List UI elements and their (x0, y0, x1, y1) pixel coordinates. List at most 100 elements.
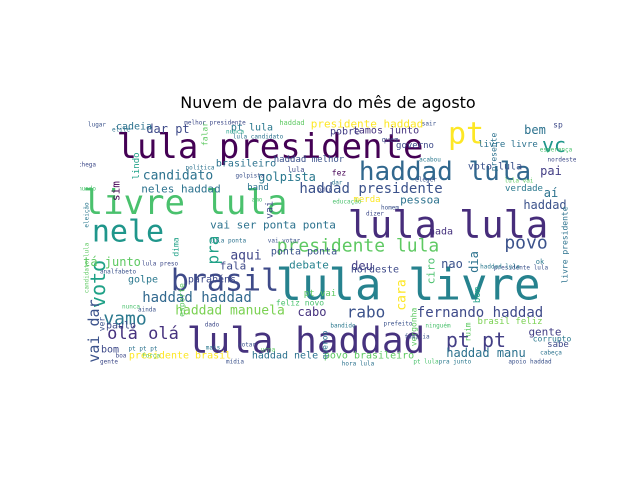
cloud-word: dia (467, 251, 481, 273)
cloud-word: haddad melhor (274, 155, 345, 165)
cloud-word: pt lula (231, 123, 273, 134)
cloud-word: nunca (122, 304, 140, 311)
cloud-word: lula haddad (187, 321, 425, 362)
cloud-word: nao (441, 257, 463, 271)
cloud-word: tá junto (83, 255, 141, 269)
cloud-word: presidente lula (494, 265, 549, 272)
cloud-word: livre presidente (561, 206, 570, 283)
cloud-word: ciro (425, 258, 438, 285)
cloud-word: chega (80, 162, 96, 169)
cloud-word: bem (524, 123, 546, 137)
cloud-word: nunca (226, 129, 244, 136)
cloud-word: apoio haddad (508, 359, 552, 366)
cloud-word: prefeito (384, 321, 413, 328)
cloud-word: haddad manu (446, 346, 525, 360)
cloud-word: cadeia (116, 122, 152, 133)
cloud-word: dar (332, 180, 343, 187)
cloud-word: pra (204, 236, 223, 265)
cloud-word: sabe (547, 340, 569, 350)
cloud-word: candidato (143, 169, 213, 184)
cloud-word: bom (473, 287, 483, 303)
cloud-word: lula lula (348, 204, 548, 247)
cloud-word: haddad manuela (175, 304, 285, 319)
cloud-word: pra junto (439, 359, 472, 366)
cloud-word: política (186, 165, 215, 172)
cloud-word: dado (205, 322, 220, 329)
cloud-word: pt vai (304, 289, 337, 299)
cloud-word: hora lula (342, 361, 375, 367)
cloud-word: homem (381, 205, 399, 212)
cloud-word: vamo (103, 309, 146, 330)
cloud-word: haddad (523, 198, 566, 212)
cloud-word: sair (422, 121, 437, 128)
cloud-word: haddad lula (359, 157, 531, 187)
cloud-word: lula (288, 166, 305, 174)
cloud-word: neles haddad (141, 183, 220, 196)
figure-title: Nuvem de palavra do mês de agosto (180, 93, 476, 112)
cloud-word: corrupto (533, 335, 572, 344)
cloud-word: pt pt (446, 328, 506, 352)
cloud-word: boa (116, 353, 127, 360)
cloud-word: golpe (128, 275, 158, 286)
cloud-word: lula ponta (210, 238, 247, 245)
cloud-word: haddad haddad (142, 290, 252, 306)
cloud-word: pai (540, 164, 562, 178)
cloud-word: família (404, 334, 430, 341)
cloud-word: tamos junto (353, 126, 419, 137)
cloud-word: haddad lula (480, 264, 520, 271)
cloud-word: gente (100, 359, 118, 366)
cloud-word: bandido (330, 323, 356, 330)
cloud-word: eleger (415, 177, 437, 184)
cloud-word: acabou (419, 157, 441, 164)
cloud-word: brasil feliz (477, 317, 542, 327)
cloud-word: presente (490, 133, 499, 172)
cloud-word: pt (448, 118, 484, 152)
cloud-word: merda (353, 195, 380, 205)
cloud-word: cara (395, 279, 410, 310)
cloud-word: vergonha (410, 308, 419, 347)
cloud-word: queroo (321, 330, 330, 359)
cloud-word: melhor presidente (184, 120, 246, 127)
cloud-word: paulo (106, 321, 136, 332)
cloud-word: lula livre (276, 260, 541, 311)
cloud-word: esporte (178, 283, 187, 317)
cloud-word: golpista (258, 170, 316, 184)
cloud-word: ver (98, 317, 107, 332)
cloud-word: gente (528, 326, 561, 339)
cloud-word: eleição (84, 202, 91, 228)
cloud-word: lula presidente (116, 127, 423, 167)
cloud-word: ok (536, 258, 545, 266)
cloud-word: presidente haddad (311, 118, 424, 131)
cloud-word: ponta ponta (271, 247, 337, 258)
cloud-word: vai dar (85, 299, 103, 362)
cloud-word: fez (332, 169, 347, 178)
cloud-word: vc (542, 133, 566, 157)
cloud-word: dar pt (146, 122, 189, 136)
cloud-word: lugar (88, 122, 106, 129)
cloud-word: vai votar (268, 238, 301, 245)
word-cloud: lula livre lula presidente livre lula lula … (80, 118, 576, 366)
cloud-word: lula preso (142, 261, 179, 268)
cloud-word: brasileiro (216, 159, 276, 170)
cloud-word: haddad (279, 119, 304, 127)
cloud-word: quem (382, 136, 399, 144)
cloud-word: povo (504, 233, 547, 254)
cloud-word: olá olá (107, 324, 179, 344)
cloud-word: vai ser ponta ponta (210, 219, 336, 232)
cloud-word: pessoa (400, 194, 440, 207)
cloud-word: deu (351, 259, 373, 273)
cloud-word: rabo (347, 303, 386, 322)
cloud-word: lindo (132, 152, 142, 179)
cloud-word: ainda (138, 307, 156, 314)
cloud-word: cabeça (540, 350, 562, 357)
cloud-word: candidato lula (84, 242, 91, 293)
cloud-word: presidente lula (277, 236, 440, 257)
cloud-word: dizer (366, 211, 384, 218)
word-cloud-canvas: lula livre lula presidente livre lula lula … (80, 118, 576, 366)
cloud-word: elite (112, 127, 130, 134)
cloud-word: voto lula (468, 162, 522, 173)
cloud-word: nele (92, 215, 164, 250)
cloud-word: livre lula (83, 183, 288, 223)
cloud-word: povo brasileiro (324, 351, 414, 362)
cloud-word: governo (396, 141, 434, 151)
